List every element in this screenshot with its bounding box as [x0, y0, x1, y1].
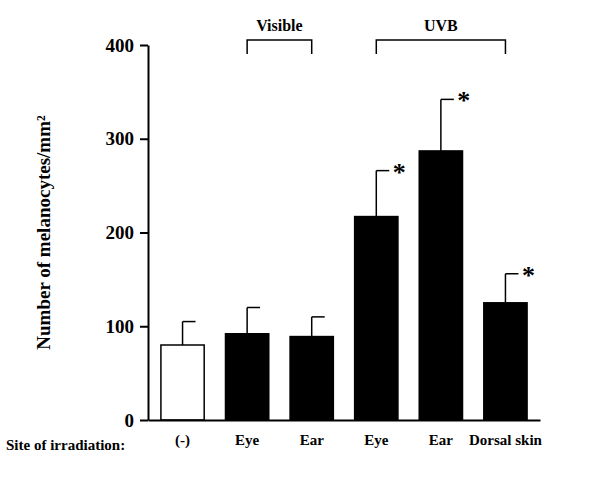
error-cap — [183, 321, 196, 323]
y-tick: 400 — [106, 35, 149, 56]
y-tick-label: 100 — [106, 316, 135, 337]
bar — [225, 334, 268, 420]
bar — [161, 345, 204, 420]
error-cap — [312, 316, 325, 318]
y-tick: 0 — [125, 410, 149, 431]
significance-marker: * — [522, 261, 535, 290]
x-tick-label: Dorsal skin — [469, 432, 543, 448]
y-tick: 200 — [106, 222, 149, 243]
group-label: UVB — [424, 17, 458, 34]
error-bar — [182, 322, 184, 345]
y-tick: 300 — [106, 128, 149, 149]
x-tick: (-) — [175, 432, 190, 449]
bars — [161, 99, 527, 420]
group-label: Visible — [256, 17, 303, 34]
group-bracket — [247, 40, 312, 54]
bar — [419, 151, 462, 420]
error-cap — [441, 99, 454, 101]
group-bracket — [376, 40, 505, 54]
bar — [290, 337, 333, 420]
y-tick-mark — [140, 45, 148, 47]
error-bar — [440, 99, 442, 151]
y-tick-mark — [140, 326, 148, 328]
chart: * * * 0 100 200 300 400 (-) Eye Ear Eye Ear Dorsal sk… — [0, 0, 600, 478]
y-tick-mark — [140, 420, 148, 422]
y-tick-mark — [140, 232, 148, 234]
x-axis-line — [149, 420, 541, 422]
y-tick-label: 300 — [106, 128, 135, 149]
bar — [355, 217, 398, 420]
plot: * * * 0 100 200 300 400 (-) Eye Ear Eye Ear Dorsal sk… — [106, 17, 543, 449]
error-cap — [247, 307, 260, 309]
x-tick-label: Eye — [364, 432, 389, 448]
significance-marker: * — [393, 158, 406, 187]
x-tick-label: (-) — [175, 432, 190, 449]
x-tick: Ear — [429, 432, 454, 448]
error-bar — [311, 317, 313, 337]
x-axis: (-) Eye Ear Eye Ear Dorsal skin — [149, 421, 543, 449]
x-tick: Eye — [235, 432, 260, 448]
error-bar — [376, 171, 378, 217]
y-axis: 0 100 200 300 400 — [106, 35, 149, 431]
x-tick: Ear — [300, 432, 325, 448]
y-tick-label: 400 — [106, 35, 135, 56]
y-tick-mark — [140, 138, 148, 140]
error-cap — [505, 273, 518, 275]
y-tick-label: 0 — [125, 410, 135, 431]
x-tick: Eye — [364, 432, 389, 448]
y-axis-title: Number of melanocytes/mm² — [33, 115, 54, 350]
x-tick: Dorsal skin — [469, 432, 543, 448]
error-bar — [505, 274, 507, 303]
x-tick-label: Ear — [300, 432, 325, 448]
error-cap — [376, 170, 389, 172]
bar — [484, 303, 527, 420]
y-tick: 100 — [106, 316, 149, 337]
significance-marker: * — [457, 86, 470, 115]
error-bar — [246, 308, 248, 334]
x-tick-label: Ear — [429, 432, 454, 448]
y-tick-label: 200 — [106, 222, 135, 243]
x-axis-title: Site of irradiation: — [6, 437, 125, 453]
x-tick-label: Eye — [235, 432, 260, 448]
